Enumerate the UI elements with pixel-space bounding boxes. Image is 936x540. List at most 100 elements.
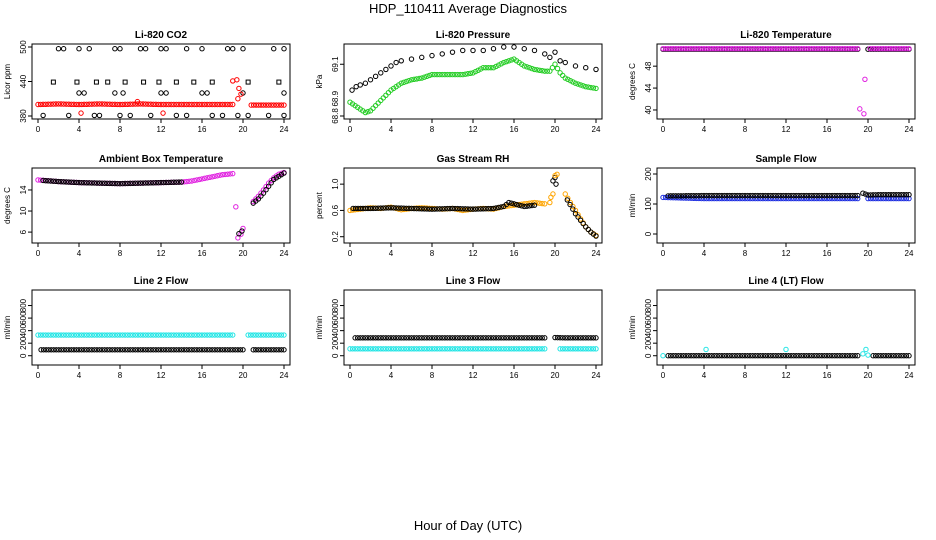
data-point <box>880 45 886 52</box>
plot-frame <box>31 167 291 244</box>
data-point <box>862 191 869 197</box>
data-point <box>852 353 858 359</box>
data-point <box>130 332 136 338</box>
data-point <box>235 96 241 102</box>
data-point <box>96 112 103 119</box>
data-point <box>360 205 366 212</box>
data-point <box>513 346 520 352</box>
data-point <box>265 102 272 108</box>
data-point <box>73 332 80 338</box>
data-point <box>181 332 187 338</box>
data-point <box>590 346 597 352</box>
data-point <box>483 65 489 71</box>
series-cyan <box>35 332 236 338</box>
data-point <box>66 112 72 119</box>
data-point <box>685 45 692 52</box>
data-point <box>780 353 787 359</box>
data-point <box>165 101 172 108</box>
x-tick-label: 12 <box>469 125 478 134</box>
data-point <box>45 178 51 184</box>
y-tick-label: 0 <box>644 353 653 358</box>
data-point <box>122 347 128 353</box>
data-point <box>413 205 420 212</box>
data-point <box>73 347 80 353</box>
data-point <box>408 346 415 352</box>
data-point <box>547 68 553 74</box>
data-point <box>847 45 853 52</box>
data-point <box>580 335 586 341</box>
data-point <box>74 79 80 85</box>
data-point <box>96 347 103 353</box>
data-point <box>488 335 494 341</box>
data-point <box>814 45 820 52</box>
panel-title: Gas Stream RH <box>437 154 510 165</box>
data-point <box>724 45 730 52</box>
data-point <box>124 347 131 353</box>
data-point <box>424 335 430 341</box>
data-point <box>790 45 797 52</box>
data-point <box>50 332 57 338</box>
data-point <box>747 353 753 359</box>
data-point <box>135 180 141 186</box>
data-point <box>68 347 75 353</box>
data-point <box>501 59 507 66</box>
data-point <box>706 353 712 359</box>
x-tick-label: 20 <box>239 125 248 134</box>
data-point <box>219 112 226 119</box>
data-point <box>565 346 571 352</box>
data-point <box>773 353 779 359</box>
data-point <box>452 71 458 78</box>
data-point <box>495 62 502 68</box>
data-point <box>263 102 269 108</box>
data-point <box>529 346 535 352</box>
data-point <box>86 180 92 186</box>
data-point <box>875 192 881 198</box>
data-point <box>416 75 422 82</box>
data-point <box>416 206 422 212</box>
data-point <box>35 332 41 338</box>
x-tick-label: 4 <box>77 249 82 258</box>
data-point <box>806 353 812 359</box>
data-point <box>370 105 376 111</box>
data-point <box>189 101 195 108</box>
panel-title: Line 4 (LT) Flow <box>748 276 824 287</box>
data-point <box>434 206 440 212</box>
data-point <box>263 183 269 190</box>
data-point <box>529 335 535 341</box>
data-point <box>83 180 90 186</box>
data-point <box>42 332 49 338</box>
data-point <box>447 205 453 212</box>
data-point <box>281 332 287 338</box>
data-point <box>104 101 110 107</box>
data-point <box>575 335 581 341</box>
data-point <box>158 90 164 96</box>
x-tick-label: 20 <box>551 125 560 134</box>
data-point <box>706 45 712 52</box>
data-point <box>824 192 830 199</box>
data-point <box>388 335 394 341</box>
data-point <box>186 332 192 338</box>
data-point <box>181 101 187 108</box>
data-point <box>227 171 233 177</box>
data-point <box>224 347 231 353</box>
data-point <box>870 192 876 198</box>
series-black-2 <box>870 353 912 359</box>
data-point <box>896 45 902 52</box>
data-point <box>863 346 869 353</box>
data-point <box>263 347 269 353</box>
data-point <box>534 67 540 73</box>
data-point <box>726 45 733 52</box>
data-point <box>531 346 538 352</box>
data-point <box>145 347 151 353</box>
x-tick-label: 0 <box>348 249 353 258</box>
data-point <box>398 205 404 211</box>
y-tick-label: 44 <box>644 83 653 92</box>
data-point <box>493 63 499 70</box>
data-point <box>526 335 533 341</box>
x-tick-label: 4 <box>702 249 707 258</box>
y-tick-label: 380 <box>19 109 28 123</box>
data-point <box>71 101 77 108</box>
x-tick-label: 20 <box>239 371 248 380</box>
data-point <box>406 205 412 212</box>
data-point <box>55 178 62 185</box>
